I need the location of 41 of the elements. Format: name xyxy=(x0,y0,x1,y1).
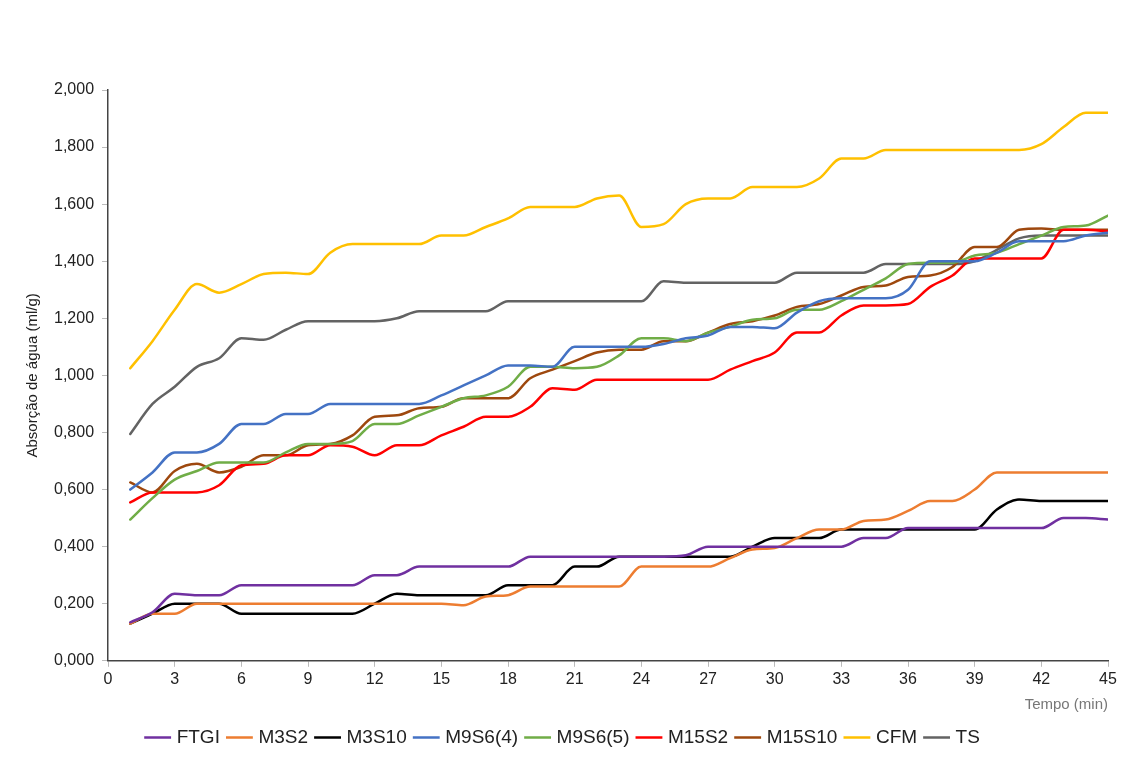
x-tick-label: 18 xyxy=(499,669,518,687)
y-tick-label: 0,800 xyxy=(53,422,95,440)
y-axis-title: Absorção de água (ml/g) xyxy=(23,293,41,458)
y-tick-label: 0,400 xyxy=(53,537,95,555)
x-tick-label: 42 xyxy=(1032,669,1051,687)
line-series xyxy=(129,471,1108,625)
y-tick-label: 1,400 xyxy=(53,251,95,269)
x-tick-label: 6 xyxy=(236,669,246,687)
x-tick-label: 39 xyxy=(965,669,984,687)
x-tick-label: 12 xyxy=(365,669,384,687)
x-axis-title: Tempo (min) xyxy=(1024,695,1108,713)
x-tick-label: 0 xyxy=(103,669,113,687)
x-tick-label: 45 xyxy=(1099,669,1117,687)
legend-label: M15S2 xyxy=(667,725,729,747)
legend-label: M3S2 xyxy=(258,725,309,747)
y-tick-label: 0,000 xyxy=(53,651,95,669)
x-tick-label: 30 xyxy=(765,669,784,687)
legend-label: M9S6(4) xyxy=(445,725,519,747)
legend-label: CFM xyxy=(875,725,918,747)
y-tick-label: 1,600 xyxy=(53,194,95,212)
x-tick-label: 36 xyxy=(899,669,918,687)
legend-label: M3S10 xyxy=(346,725,407,747)
y-tick-label: 0,600 xyxy=(53,479,95,497)
x-tick-label: 9 xyxy=(303,669,313,687)
x-tick-label: 3 xyxy=(170,669,180,687)
x-tick-label: 15 xyxy=(432,669,451,687)
line-series xyxy=(129,234,1108,436)
legend-label: M15S10 xyxy=(766,725,838,747)
legend-label: FTGI xyxy=(176,725,220,747)
x-tick-label: 27 xyxy=(699,669,718,687)
y-tick-label: 0,200 xyxy=(53,594,95,612)
line-series xyxy=(129,111,1108,370)
x-tick-label: 33 xyxy=(832,669,851,687)
y-tick-label: 1,200 xyxy=(53,308,95,326)
legend-label: TS xyxy=(955,725,980,747)
y-tick-label: 1,800 xyxy=(53,137,95,155)
legend-label: M9S6(5) xyxy=(556,725,630,747)
y-tick-label: 1,000 xyxy=(53,365,95,383)
y-tick-label: 2,000 xyxy=(53,80,95,98)
x-tick-label: 24 xyxy=(632,669,651,687)
x-tick-label: 21 xyxy=(565,669,584,687)
